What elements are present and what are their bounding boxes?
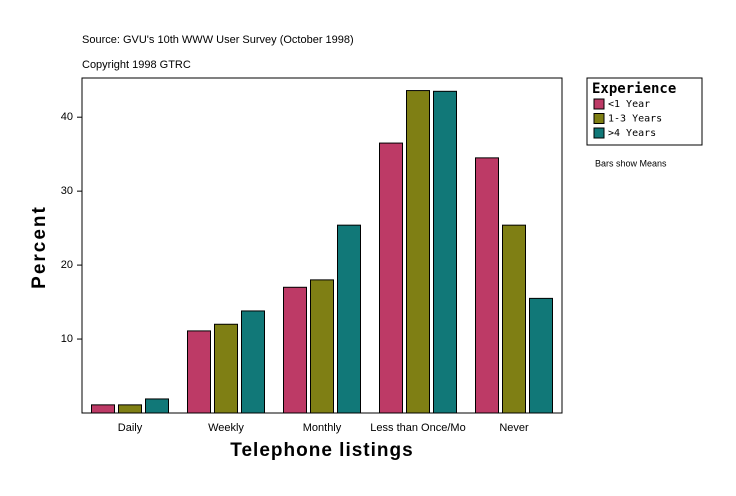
- legend-swatch: [593, 98, 605, 110]
- y-tick-label: 20: [61, 259, 73, 271]
- x-tick-label: Never: [499, 422, 529, 434]
- bar: [283, 286, 307, 414]
- bar: [187, 330, 211, 414]
- annotation: Bars show Means: [595, 158, 667, 168]
- legend-swatch: [593, 127, 605, 139]
- bar: [241, 310, 265, 414]
- legend-title: Experience: [592, 81, 676, 97]
- chart-title: Source: GVU's 10th WWW User Survey (Octo…: [82, 34, 354, 46]
- legend-label: <1 Year: [608, 99, 650, 110]
- bar: [406, 90, 430, 414]
- bar: [379, 142, 403, 414]
- chart-subtitle: Copyright 1998 GTRC: [82, 59, 191, 71]
- bar: [91, 404, 115, 414]
- legend-box: [586, 77, 703, 146]
- bar: [475, 157, 499, 414]
- x-axis-label: Telephone listings: [230, 440, 413, 461]
- bar: [433, 90, 457, 414]
- y-tick-label: 40: [61, 111, 73, 123]
- bar: [502, 224, 526, 414]
- bar: [310, 279, 334, 414]
- bar: [529, 297, 553, 414]
- x-tick-label: Monthly: [303, 422, 342, 434]
- legend-label: >4 Years: [608, 128, 656, 139]
- legend-swatch: [593, 113, 605, 124]
- y-axis-label: Percent: [29, 205, 50, 289]
- bar: [145, 398, 169, 414]
- legend-label: 1-3 Years: [608, 114, 662, 125]
- bar: [118, 404, 142, 414]
- y-tick-label: 10: [61, 333, 73, 345]
- bar: [214, 323, 238, 414]
- bar: [337, 224, 361, 414]
- x-tick-label: Less than Once/Mo: [370, 422, 465, 434]
- x-tick-label: Weekly: [208, 422, 244, 434]
- y-tick-label: 30: [61, 185, 73, 197]
- x-tick-label: Daily: [118, 422, 143, 434]
